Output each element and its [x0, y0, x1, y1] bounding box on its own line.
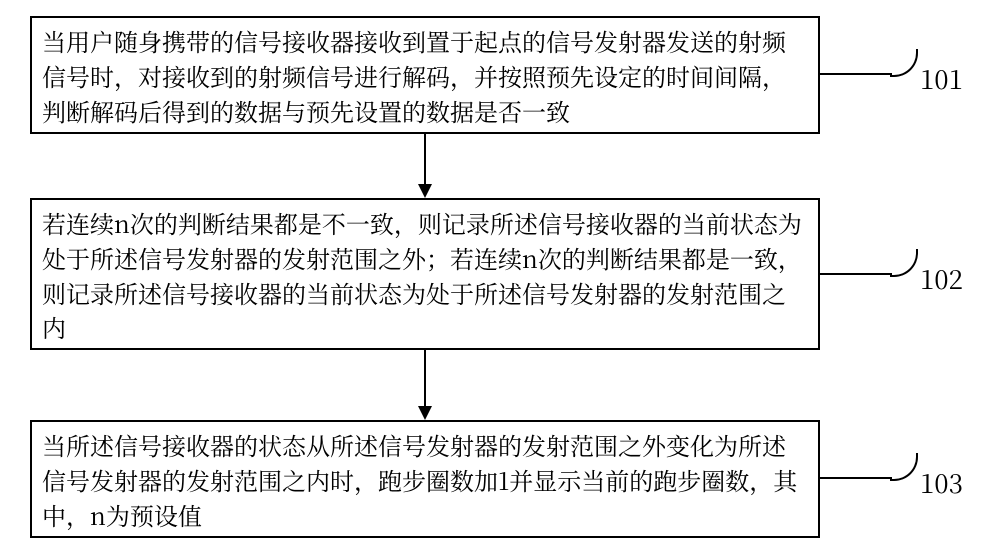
step-label-101: 101 — [920, 60, 963, 97]
leader-line — [820, 273, 892, 275]
step-label-text: 101 — [920, 60, 963, 97]
step-label-text: 102 — [920, 260, 963, 297]
step-label-102: 102 — [920, 260, 963, 297]
step-label-text: 103 — [920, 464, 963, 501]
leader-line — [820, 73, 892, 75]
flow-arrow-102-103 — [0, 0, 1000, 557]
leader-line — [820, 477, 892, 479]
flowchart-canvas: 当用户随身携带的信号接收器接收到置于起点的信号发射器发送的射频信号时，对接收到的… — [0, 0, 1000, 557]
step-label-103: 103 — [920, 464, 963, 501]
